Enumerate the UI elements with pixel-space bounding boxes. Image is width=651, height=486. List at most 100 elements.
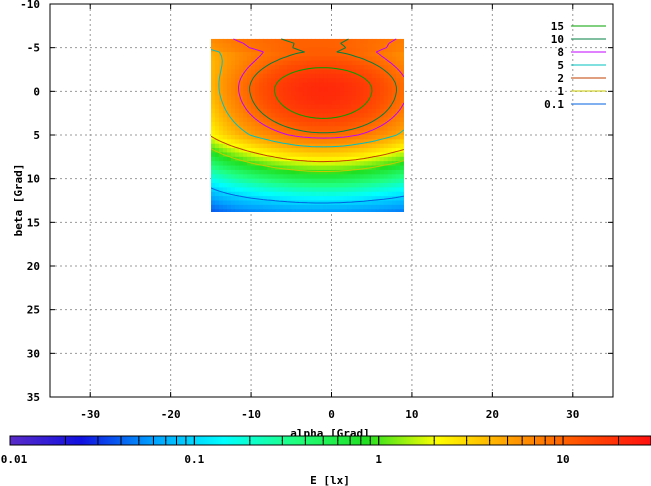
heatmap-cell: [267, 43, 272, 49]
heatmap-cell: [222, 95, 228, 101]
heatmap-cell: [307, 100, 312, 106]
heatmap-cell: [226, 86, 232, 92]
heatmap-cell: [323, 139, 329, 145]
heatmap-cell: [363, 113, 369, 119]
heatmap-cell: [331, 78, 337, 84]
heatmap-cell: [230, 104, 236, 110]
heatmap-cell: [291, 38, 296, 44]
heatmap-cell: [335, 69, 341, 75]
heatmap-cell: [331, 43, 337, 49]
heatmap-cell: [247, 78, 252, 84]
heatmap-cell: [279, 200, 284, 206]
heatmap-cell: [391, 73, 397, 79]
heatmap-cell: [363, 191, 369, 197]
heatmap-cell: [387, 95, 393, 101]
heatmap-cell: [387, 56, 393, 62]
heatmap-cell: [371, 56, 377, 62]
heatmap-cell: [299, 100, 304, 106]
heatmap-cell: [255, 152, 260, 158]
heatmap-cell: [291, 148, 296, 154]
heatmap-cell: [263, 86, 268, 92]
heatmap-cell: [371, 183, 377, 188]
heatmap-cell: [363, 148, 369, 154]
heatmap-cell: [263, 135, 268, 140]
heatmap-cell: [375, 108, 381, 114]
heatmap-cell: [247, 204, 252, 210]
heatmap-cell: [383, 135, 389, 140]
heatmap-cell: [323, 95, 329, 101]
heatmap-cell: [355, 139, 361, 145]
heatmap-cell: [371, 69, 377, 75]
heatmap-cell: [299, 47, 304, 53]
heatmap-cell: [230, 174, 236, 180]
heatmap-cell: [351, 143, 357, 149]
heatmap-cell: [247, 174, 252, 180]
heatmap-cell: [383, 169, 389, 175]
heatmap-cell: [267, 60, 272, 66]
heatmap-cell: [371, 200, 377, 206]
heatmap-cell: [263, 200, 268, 206]
heatmap-cell: [363, 156, 369, 162]
heatmap-cell: [247, 52, 252, 57]
heatmap-cell: [303, 65, 308, 71]
heatmap-cell: [363, 104, 369, 110]
heatmap-cell: [387, 152, 393, 158]
heatmap-cell: [395, 91, 401, 97]
heatmap-cell: [279, 73, 284, 79]
heatmap-cell: [359, 78, 365, 84]
heatmap-cell: [339, 121, 345, 127]
heatmap-cell: [367, 126, 373, 132]
heatmap-cell: [263, 174, 268, 180]
heatmap-cell: [391, 47, 397, 53]
heatmap-cell: [259, 156, 264, 162]
heatmap-cell: [311, 38, 317, 44]
y-tick-label: 30: [27, 347, 40, 360]
heatmap-cell: [347, 60, 353, 66]
heatmap-cell: [383, 43, 389, 49]
heatmap-cell: [351, 38, 357, 44]
heatmap-cell: [399, 196, 404, 202]
heatmap-cell: [375, 47, 381, 53]
heatmap-cell: [267, 139, 272, 145]
heatmap-cell: [255, 148, 260, 154]
heatmap-cell: [359, 100, 365, 106]
heatmap-cell: [251, 165, 256, 171]
heatmap-cell: [383, 209, 389, 212]
heatmap-cell: [247, 56, 252, 62]
heatmap-cell: [319, 126, 325, 132]
heatmap-cell: [351, 183, 357, 188]
heatmap-cell: [218, 200, 224, 206]
heatmap-cell: [267, 196, 272, 202]
heatmap-cell: [339, 52, 345, 57]
heatmap-cell: [375, 178, 381, 184]
heatmap-cell: [255, 174, 260, 180]
heatmap-cell: [247, 169, 252, 175]
heatmap-cell: [271, 152, 276, 158]
heatmap-cell: [239, 52, 244, 57]
heatmap-cell: [383, 73, 389, 79]
heatmap-cell: [251, 95, 256, 101]
heatmap-cell: [291, 47, 296, 53]
heatmap-cell: [383, 82, 389, 88]
heatmap-cell: [395, 187, 401, 193]
heatmap-cell: [343, 121, 349, 127]
heatmap-cell: [399, 108, 404, 114]
heatmap-cell: [319, 82, 325, 88]
heatmap-cell: [243, 60, 248, 66]
heatmap-cell: [399, 183, 404, 188]
heatmap-cell: [275, 204, 280, 210]
heatmap-cell: [363, 52, 369, 57]
heatmap-cell: [387, 47, 393, 53]
heatmap-cell: [315, 121, 321, 127]
heatmap-cell: [339, 130, 345, 136]
heatmap-cell: [371, 130, 377, 136]
heatmap-cell: [359, 43, 365, 49]
heatmap-cell: [399, 43, 404, 49]
heatmap-cell: [347, 38, 353, 44]
heatmap-cell: [387, 143, 393, 149]
heatmap-cell: [218, 38, 224, 44]
heatmap-cell: [247, 156, 252, 162]
heatmap-cell: [351, 196, 357, 202]
heatmap-cell: [267, 165, 272, 171]
heatmap-cell: [323, 117, 329, 123]
